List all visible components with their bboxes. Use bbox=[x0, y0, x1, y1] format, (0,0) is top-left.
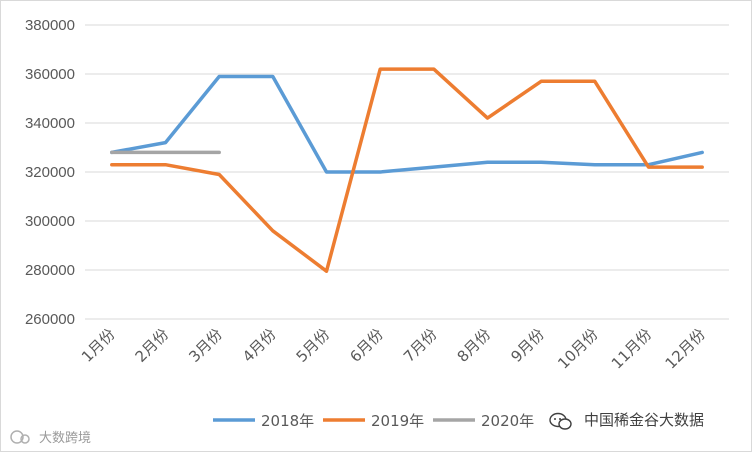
legend: 2018年 2019年 2020年 bbox=[213, 412, 534, 430]
y-tick-label: 380000 bbox=[25, 17, 75, 34]
y-axis-ticks: 260000 280000 300000 320000 340000 360000 3800… bbox=[25, 17, 75, 328]
legend-label: 2019年 bbox=[371, 412, 424, 430]
y-tick-label: 320000 bbox=[25, 164, 75, 181]
x-tick-label: 7月份 bbox=[400, 325, 441, 366]
series-line-2 bbox=[110, 67, 704, 273]
x-tick-label: 3月份 bbox=[185, 325, 226, 366]
gridlines bbox=[85, 24, 729, 320]
x-tick-label: 12月份 bbox=[662, 325, 709, 372]
x-axis-ticks: 1月份 2月份 3月份 4月份 5月份 6月份 7月份 8月份 9月份 10月份 11月份 12月份 bbox=[78, 325, 709, 372]
x-tick-label: 6月份 bbox=[346, 325, 387, 366]
watermark-right-text: 中国稀金谷大数据 bbox=[584, 411, 704, 429]
watermark-left-text: 大数跨境 bbox=[39, 431, 91, 446]
series-lines bbox=[110, 67, 704, 273]
x-tick-label: 4月份 bbox=[239, 325, 280, 366]
legend-label: 2018年 bbox=[261, 412, 314, 430]
x-tick-label: 11月份 bbox=[608, 325, 655, 372]
y-tick-label: 360000 bbox=[25, 66, 75, 83]
y-tick-label: 280000 bbox=[25, 262, 75, 279]
x-tick-label: 9月份 bbox=[507, 325, 548, 366]
x-tick-label: 8月份 bbox=[454, 325, 495, 366]
x-tick-label: 5月份 bbox=[293, 325, 334, 366]
series-line-1 bbox=[110, 74, 704, 174]
legend-label: 2020年 bbox=[481, 412, 534, 430]
y-tick-label: 300000 bbox=[25, 213, 75, 230]
brand-logo-icon bbox=[10, 430, 30, 444]
x-tick-label: 2月份 bbox=[132, 325, 173, 366]
y-tick-label: 340000 bbox=[25, 115, 75, 132]
x-tick-label: 1月份 bbox=[78, 325, 119, 366]
wechat-icon bbox=[549, 412, 572, 430]
x-tick-label: 10月份 bbox=[554, 325, 601, 372]
y-tick-label: 260000 bbox=[25, 311, 75, 328]
